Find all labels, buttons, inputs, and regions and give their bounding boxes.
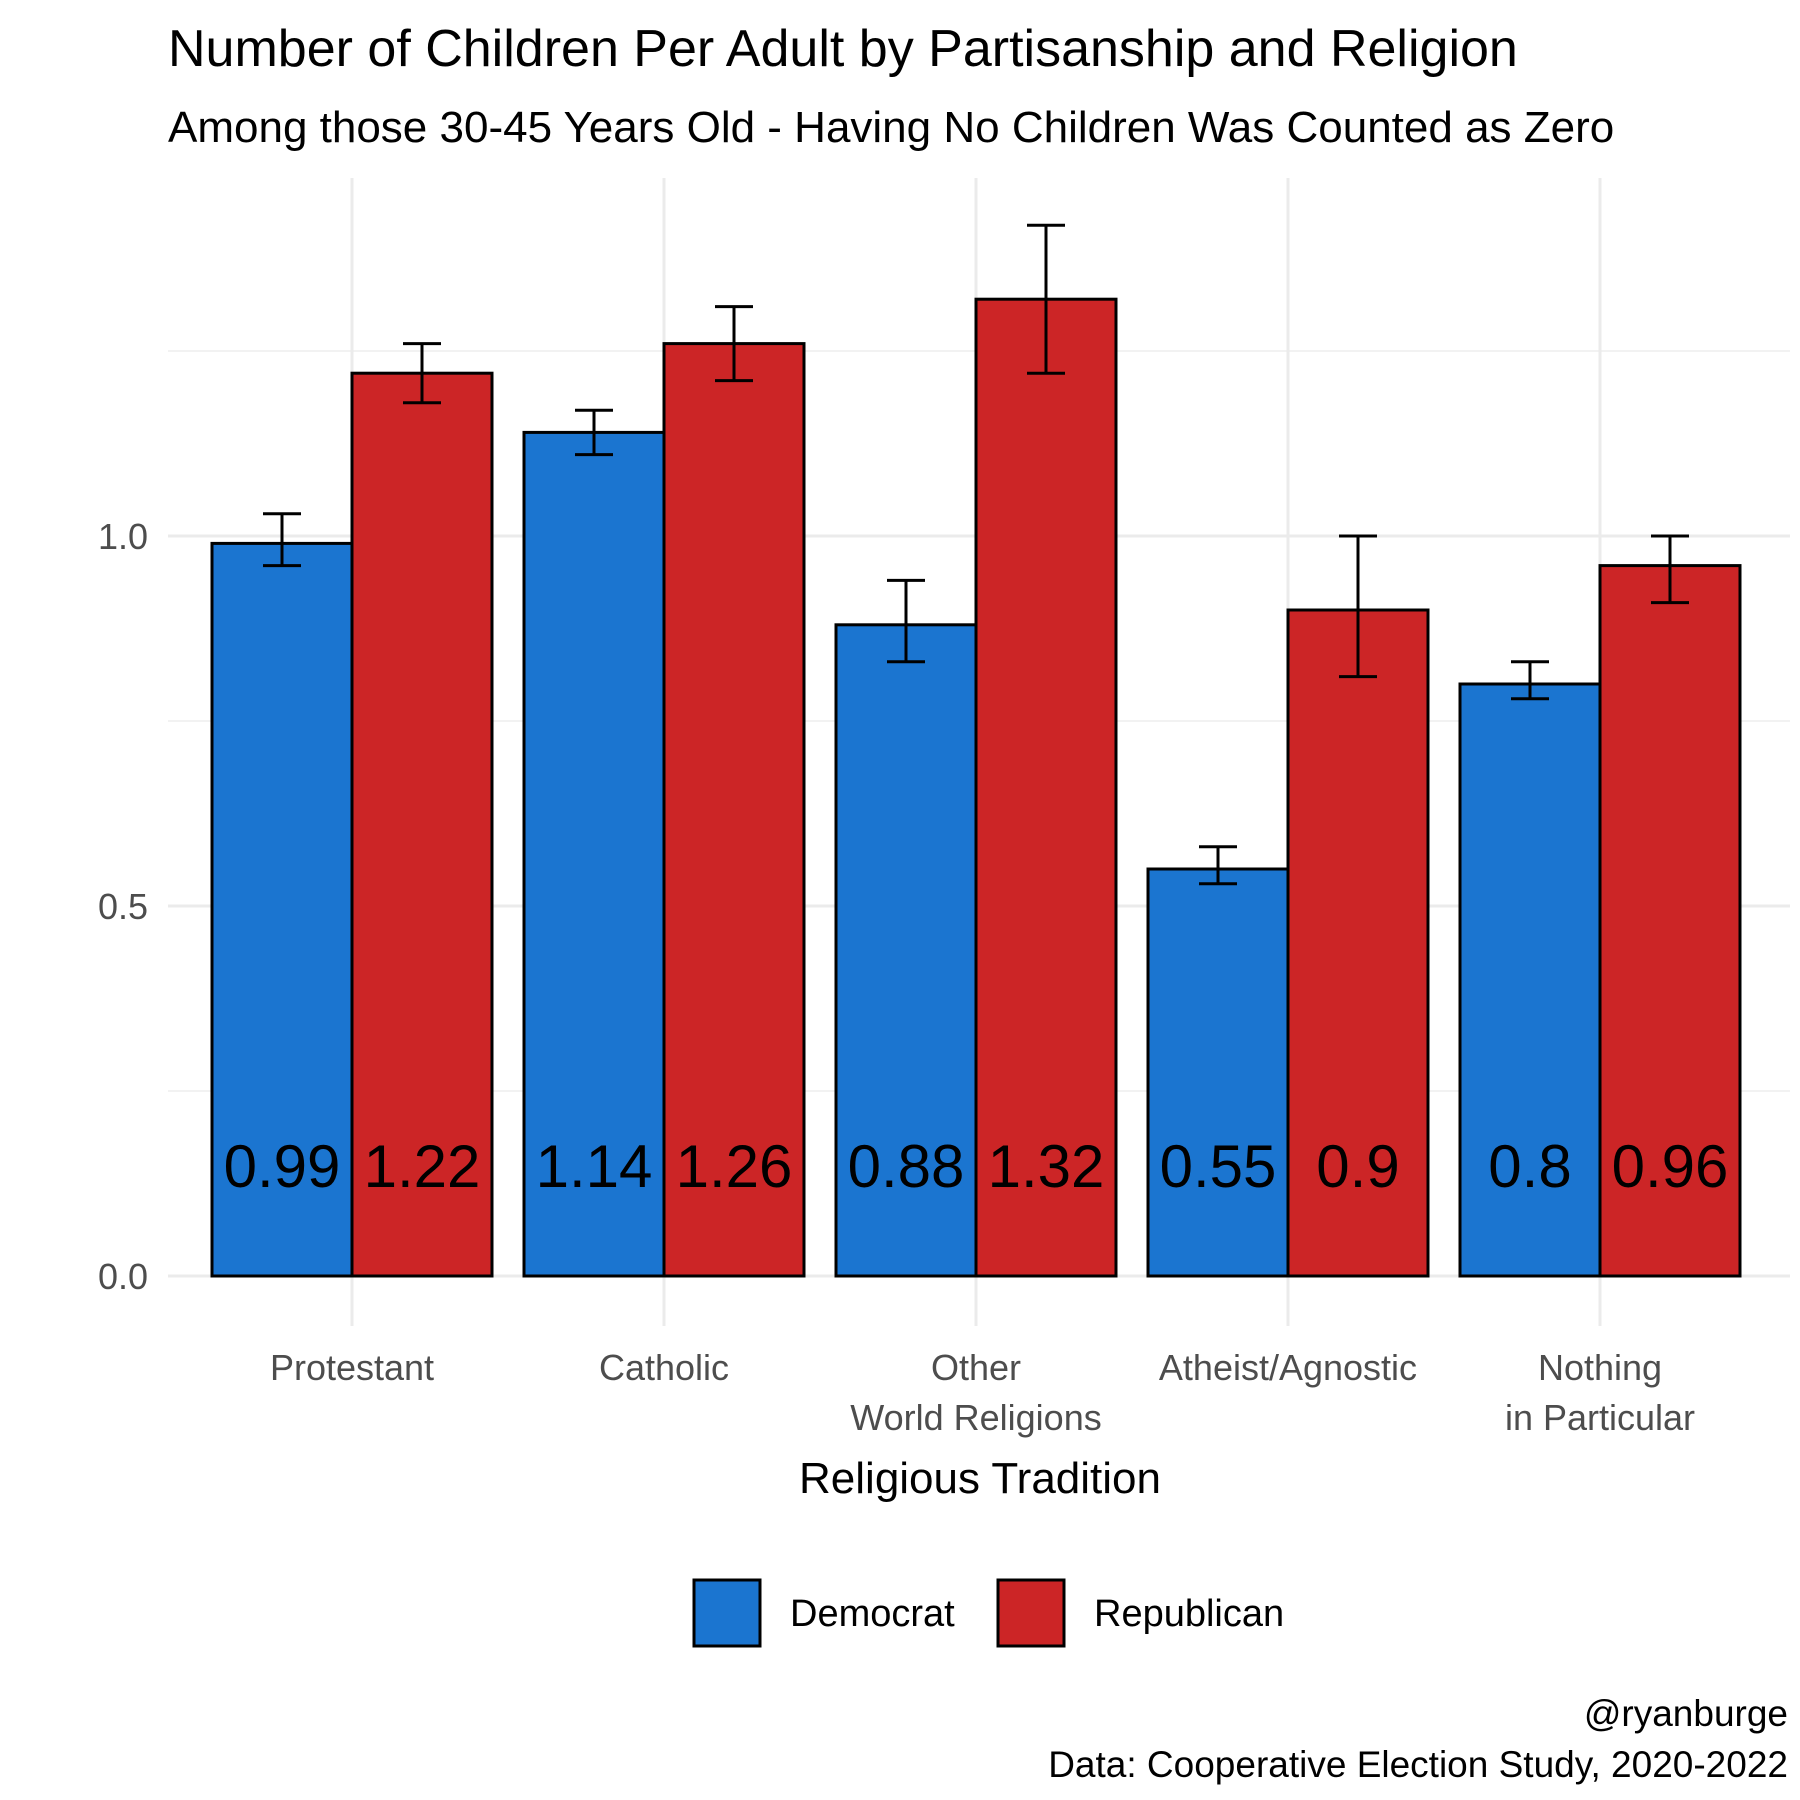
bar-republican [662, 342, 806, 1278]
y-tick-label: 0.5 [98, 886, 148, 927]
x-tick-label: Catholic [599, 1347, 729, 1388]
chart-subtitle: Among those 30-45 Years Old - Having No … [168, 103, 1614, 152]
bar-value-label: 0.99 [224, 1133, 341, 1200]
bar-democrat [1146, 867, 1290, 1278]
x-tick-label: Other World Religions [850, 1347, 1101, 1438]
bar-value-label: 1.32 [988, 1133, 1105, 1200]
legend-label-democrat: Democrat [790, 1593, 955, 1635]
bar-democrat [834, 623, 978, 1278]
y-axis-ticks: 0.0 0.5 1.0 [98, 516, 148, 1297]
x-tick-label: Atheist/Agnostic [1159, 1347, 1417, 1388]
bar-value-label: 0.55 [1160, 1133, 1277, 1200]
bar-democrat [210, 541, 354, 1278]
x-tick-label: Protestant [270, 1347, 434, 1388]
bar-value-label: 1.22 [364, 1133, 481, 1200]
bar-value-label: 1.26 [676, 1133, 793, 1200]
bar-republican [974, 297, 1118, 1278]
bar-value-label: 0.8 [1488, 1133, 1571, 1200]
chart-title: Number of Children Per Adult by Partisan… [168, 20, 1518, 78]
bar-value-label: 0.96 [1612, 1133, 1729, 1200]
bar-value-label: 0.88 [848, 1133, 965, 1200]
caption-source: Data: Cooperative Election Study, 2020-2… [1048, 1744, 1788, 1785]
x-axis-ticks: Protestant Catholic Other World Religions At… [270, 1347, 1695, 1438]
x-axis-title: Religious Tradition [799, 1454, 1161, 1503]
bar-republican [350, 371, 494, 1278]
bar-democrat [522, 430, 666, 1278]
caption-handle: @ryanburge [1584, 1693, 1788, 1734]
x-tick-label: Nothing in Particular [1505, 1347, 1695, 1438]
bar-value-label: 1.14 [536, 1133, 653, 1200]
legend-key-republican [996, 1578, 1066, 1648]
bars: 0.99 1.22 1.14 1.26 0.88 1.32 0.55 0.9 0.8 0.96 [210, 223, 1742, 1278]
bar-republican [1598, 564, 1742, 1278]
legend-label-republican: Republican [1094, 1593, 1284, 1635]
bar-value-label: 0.9 [1316, 1133, 1399, 1200]
legend-key-democrat [692, 1578, 762, 1648]
legend: Democrat Republican [692, 1578, 1284, 1648]
y-tick-label: 1.0 [98, 516, 148, 557]
y-tick-label: 0.0 [98, 1256, 148, 1297]
